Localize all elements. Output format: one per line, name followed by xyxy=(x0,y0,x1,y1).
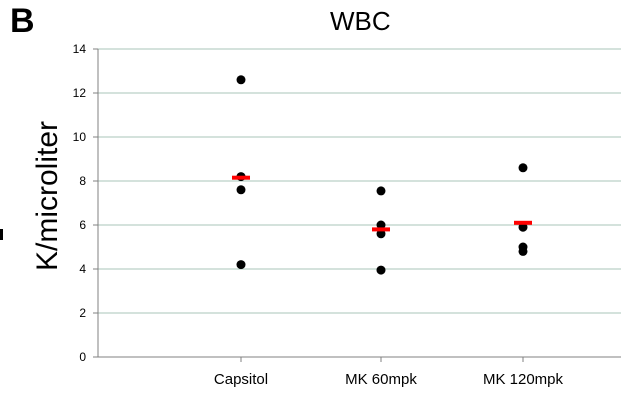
data-point xyxy=(518,163,528,173)
y-tick-label: 10 xyxy=(73,130,87,144)
data-point xyxy=(518,246,528,256)
y-tick-label: 14 xyxy=(73,42,87,56)
edge-mark xyxy=(0,229,3,240)
y-tick-label: 4 xyxy=(79,262,86,276)
x-tick-label: Capsitol xyxy=(214,371,268,388)
x-tick-label: MK 60mpk xyxy=(345,371,417,388)
panel-label: B xyxy=(10,2,35,40)
chart-title: WBC xyxy=(330,6,391,36)
y-tick-label: 6 xyxy=(79,218,86,232)
data-point xyxy=(518,222,528,232)
x-tick-labels: Capsitol MK 60mpk MK 120mpk xyxy=(214,371,564,388)
data-point xyxy=(376,220,386,230)
data-point xyxy=(376,229,386,239)
y-tick-label: 0 xyxy=(79,350,86,364)
y-tick-labels: 0 2 4 6 8 10 12 14 xyxy=(73,42,87,364)
data-point xyxy=(236,185,246,195)
mean-marker xyxy=(372,227,390,232)
grid-lines xyxy=(98,48,621,314)
axes xyxy=(93,48,621,362)
data-point xyxy=(376,186,386,196)
data-point xyxy=(236,75,246,85)
y-tick-label: 8 xyxy=(79,174,86,188)
y-tick-label: 2 xyxy=(79,306,86,320)
mean-marker xyxy=(232,175,250,180)
y-tick-label: 12 xyxy=(73,86,87,100)
data-point xyxy=(236,260,246,270)
data-point xyxy=(376,265,386,275)
mean-markers xyxy=(232,175,532,232)
x-tick-label: MK 120mpk xyxy=(483,371,564,388)
data-points xyxy=(236,75,528,275)
mean-marker xyxy=(514,220,532,225)
